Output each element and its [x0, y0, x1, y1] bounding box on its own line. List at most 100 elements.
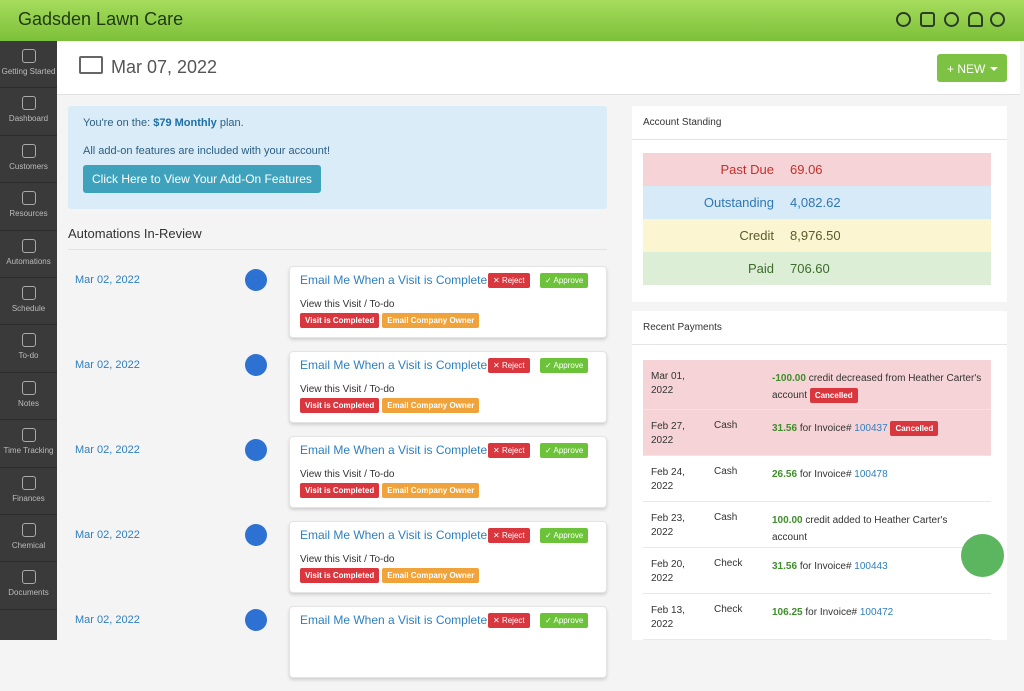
addon-button[interactable]: Click Here to View Your Add-On Features [83, 165, 321, 193]
tag: Email Company Owner [382, 398, 480, 413]
sidebar-item[interactable]: Schedule [0, 278, 57, 326]
reject-button[interactable]: Reject [488, 358, 530, 373]
user-icon[interactable] [990, 12, 1005, 27]
tag: Email Company Owner [382, 313, 480, 328]
payment-text: for Invoice# [799, 469, 852, 480]
approve-button[interactable]: Approve [540, 528, 589, 543]
approve-button[interactable]: Approve [540, 358, 589, 373]
standing-row: Paid 706.60 [643, 252, 991, 285]
payment-date: Mar 01, 2022 [651, 371, 685, 396]
tag: Visit is Completed [300, 483, 380, 498]
chat-icon[interactable] [920, 12, 935, 27]
sidebar-item[interactable]: Finances [0, 468, 57, 515]
sidebar: Getting Started Dashboard Customers Resourc… [0, 41, 57, 640]
gear-icon [245, 609, 267, 631]
standing-label: Outstanding [703, 195, 774, 210]
tag: Email Company Owner [382, 568, 480, 583]
payment-row: Feb 20, 2022 Check 31.56 for Invoice# 1004… [643, 548, 991, 594]
app-title: Gadsden Lawn Care [18, 9, 184, 29]
sidebar-label: Documents [8, 588, 49, 598]
reject-button[interactable]: Reject [488, 528, 530, 543]
payment-text: credit decreased from Heather Carter's a… [772, 373, 982, 401]
payment-row: Feb 27, 2022 Cash 31.56 for Invoice# 10043… [643, 410, 991, 456]
payment-detail: 100.00 credit added to Heather Carter's … [772, 512, 982, 546]
plan-notice: You're on the: $79 Monthly plan. All add… [68, 106, 607, 209]
automation-card: Email Me When a Visit is CompleteReject A… [289, 266, 607, 338]
header: Gadsden Lawn Care [0, 0, 1024, 41]
automation-date[interactable]: Mar 02, 2022 [75, 274, 140, 286]
sidebar-icon [21, 143, 36, 158]
sidebar-label: Dashboard [8, 114, 49, 124]
tag: Visit is Completed [300, 398, 380, 413]
approve-button[interactable]: Approve [540, 443, 589, 458]
automation-title[interactable]: Email Me When a Visit is Complete [300, 613, 488, 627]
sidebar-label: Schedule [11, 303, 46, 313]
standing-row: Credit 8,976.50 [643, 219, 991, 252]
sidebar-label: Customers [9, 161, 48, 171]
reject-button[interactable]: Reject [488, 443, 530, 458]
bell-icon[interactable] [968, 12, 983, 27]
visit-link[interactable]: View this Visit / To-do [300, 299, 395, 310]
automation-date[interactable]: Mar 02, 2022 [75, 614, 140, 626]
payment-detail: -100.00 credit decreased from Heather Ca… [772, 370, 982, 404]
sidebar-item[interactable]: Resources [0, 183, 57, 231]
sidebar-item[interactable]: Customers [0, 136, 57, 184]
standing-row: Outstanding 4,082.62 [643, 186, 991, 219]
invoice-link[interactable]: 100472 [859, 607, 894, 618]
automation-title[interactable]: Email Me When a Visit is Complete [300, 273, 488, 287]
approve-button[interactable]: Approve [540, 613, 589, 628]
payment-text: for Invoice# [805, 607, 858, 618]
plan-name: $79 Monthly [153, 117, 217, 129]
automation-date[interactable]: Mar 02, 2022 [75, 359, 140, 371]
sidebar-item[interactable]: Dashboard [0, 88, 57, 136]
payment-amount: 100.00 [772, 515, 803, 526]
visit-link[interactable]: View this Visit / To-do [300, 554, 395, 565]
automation-title[interactable]: Email Me When a Visit is Complete [300, 528, 488, 542]
automation-date[interactable]: Mar 02, 2022 [75, 529, 140, 541]
gear-icon [245, 439, 267, 461]
automation-date[interactable]: Mar 02, 2022 [75, 444, 140, 456]
sidebar-item[interactable]: Automations [0, 231, 57, 278]
sidebar-label: Chemical [11, 540, 46, 550]
payment-amount: 26.56 [772, 469, 798, 480]
tag: Email Company Owner [382, 483, 480, 498]
sidebar-icon [21, 238, 36, 253]
automation-item: Mar 02, 2022 Email Me When a Visit is Com… [68, 521, 607, 606]
account-standing: Account Standing Past Due 69.06 Outstandin… [632, 106, 1007, 302]
payment-row: Feb 13, 2022 Check 106.25 for Invoice# 100… [643, 594, 991, 640]
visit-link[interactable]: View this Visit / To-do [300, 469, 395, 480]
sidebar-item[interactable]: Notes [0, 373, 57, 421]
sidebar-item[interactable]: Chemical [0, 515, 57, 563]
chat-button[interactable] [961, 534, 1004, 577]
payment-method: Cash [714, 466, 738, 477]
visit-link[interactable]: View this Visit / To-do [300, 384, 395, 395]
payment-date: Feb 23, 2022 [651, 513, 685, 538]
reject-button[interactable]: Reject [488, 613, 530, 628]
section-title: Automations In-Review [68, 226, 607, 250]
payment-amount: -100.00 [772, 373, 806, 384]
sidebar-item[interactable]: Getting Started [0, 41, 57, 89]
automation-item: Mar 02, 2022 Email Me When a Visit is Com… [68, 436, 607, 521]
sidebar-item[interactable]: To-do [0, 325, 57, 373]
standing-label: Past Due [720, 162, 774, 177]
sidebar-icon [21, 475, 36, 490]
automation-title[interactable]: Email Me When a Visit is Complete [300, 443, 488, 457]
new-button[interactable]: + NEW [937, 54, 1007, 82]
invoice-link[interactable]: 100478 [854, 469, 888, 480]
clock-icon[interactable] [896, 12, 911, 27]
automation-item: Mar 02, 2022 Email Me When a Visit is Com… [68, 351, 607, 436]
payment-text: for Invoice# [799, 423, 852, 434]
reject-button[interactable]: Reject [488, 273, 530, 288]
approve-button[interactable]: Approve [540, 273, 589, 288]
payment-method: Cash [714, 420, 738, 431]
payment-text: credit added to Heather Carter's account [772, 515, 948, 543]
standing-value: 4,082.62 [790, 195, 841, 210]
sidebar-item[interactable]: Documents [0, 562, 57, 610]
settings-icon[interactable] [944, 12, 959, 27]
sidebar-item[interactable]: Time Tracking [0, 420, 57, 468]
automation-title[interactable]: Email Me When a Visit is Complete [300, 358, 488, 372]
invoice-link[interactable]: 100437 [854, 423, 888, 434]
invoice-link[interactable]: 100443 [854, 561, 888, 572]
gear-icon [245, 269, 267, 291]
payment-date: Feb 20, 2022 [651, 559, 685, 584]
